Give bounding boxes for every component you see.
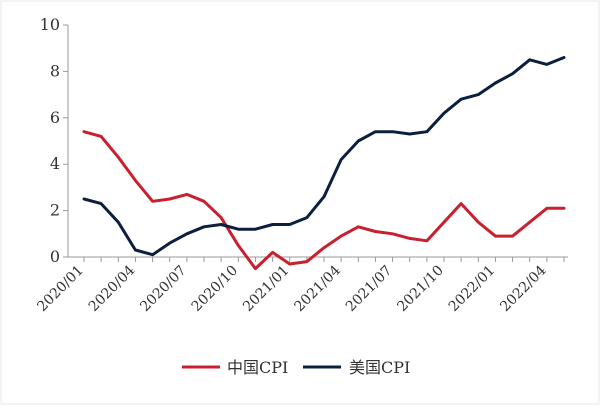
data-point-china-cpi	[374, 230, 377, 233]
data-point-us-cpi	[168, 241, 171, 245]
data-point-us-cpi	[134, 248, 137, 252]
data-point-us-cpi	[374, 130, 377, 133]
data-point-china-cpi	[459, 202, 463, 205]
data-point-us-cpi	[117, 221, 120, 224]
x-tick-label: 2021/10	[394, 263, 446, 315]
data-point-china-cpi	[202, 200, 206, 203]
data-point-china-cpi	[134, 179, 137, 182]
data-point-china-cpi	[117, 156, 120, 159]
x-tick-label: 2022/04	[497, 262, 550, 315]
data-point-china-cpi	[408, 237, 411, 240]
data-point-us-cpi	[322, 195, 326, 198]
data-point-china-cpi	[425, 239, 429, 242]
data-point-china-cpi	[339, 234, 343, 238]
legend-label-china-cpi: 中国CPI	[227, 358, 288, 377]
data-point-us-cpi	[305, 216, 309, 219]
data-point-us-cpi	[511, 72, 514, 75]
data-point-us-cpi	[202, 225, 206, 229]
data-point-us-cpi	[477, 93, 480, 96]
data-point-us-cpi	[357, 139, 360, 143]
data-point-china-cpi	[545, 207, 549, 210]
y-tick-label: 0	[50, 247, 60, 266]
data-point-china-cpi	[322, 246, 326, 249]
data-point-china-cpi	[357, 225, 360, 229]
data-point-china-cpi	[82, 130, 86, 133]
data-point-us-cpi	[408, 132, 411, 136]
data-point-us-cpi	[339, 158, 343, 161]
data-point-china-cpi	[528, 221, 531, 224]
data-point-us-cpi	[82, 197, 86, 201]
x-tick-label: 2020/04	[86, 262, 139, 315]
legend-label-us-cpi: 美国CPI	[349, 358, 410, 377]
data-point-china-cpi	[391, 232, 394, 235]
series-line-us-cpi	[82, 56, 566, 257]
data-point-china-cpi	[168, 197, 171, 201]
data-point-us-cpi	[494, 81, 497, 85]
data-point-china-cpi	[494, 234, 497, 238]
x-tick-label: 2021/01	[240, 263, 292, 315]
x-tick-label: 2021/04	[292, 262, 345, 315]
data-point-china-cpi	[511, 234, 514, 238]
data-point-us-cpi	[425, 130, 429, 133]
data-point-us-cpi	[562, 56, 566, 59]
data-point-us-cpi	[528, 58, 531, 61]
data-point-china-cpi	[237, 244, 240, 247]
data-point-china-cpi	[271, 251, 274, 254]
y-tick-label: 4	[50, 154, 60, 173]
data-point-china-cpi	[99, 135, 103, 138]
data-point-us-cpi	[545, 63, 549, 66]
series-layer	[82, 56, 566, 271]
x-axis-ticks: 2020/012020/042020/072020/102021/012021/…	[34, 257, 565, 315]
data-point-us-cpi	[271, 223, 274, 226]
data-point-us-cpi	[288, 223, 291, 226]
data-point-china-cpi	[305, 260, 309, 263]
x-tick-label: 2020/01	[34, 263, 86, 315]
data-point-us-cpi	[391, 130, 394, 133]
x-tick-label: 2021/07	[343, 263, 395, 315]
y-tick-label: 8	[50, 61, 60, 80]
y-tick-label: 6	[50, 108, 60, 127]
y-tick-label: 2	[50, 201, 60, 220]
data-point-us-cpi	[185, 232, 189, 235]
data-point-us-cpi	[99, 202, 103, 205]
data-point-us-cpi	[151, 253, 154, 256]
data-point-china-cpi	[254, 267, 257, 270]
chart-legend: 中国CPI 美国CPI	[182, 358, 410, 377]
data-point-china-cpi	[562, 207, 566, 210]
data-point-china-cpi	[151, 200, 154, 203]
y-axis-ticks: 0 2 4 6 8 10	[40, 15, 68, 266]
data-point-china-cpi	[477, 221, 480, 224]
data-point-china-cpi	[288, 262, 291, 266]
x-tick-label: 2022/01	[446, 263, 498, 315]
data-point-us-cpi	[442, 111, 446, 115]
x-tick-label: 2020/10	[189, 263, 241, 315]
data-point-china-cpi	[442, 221, 446, 224]
x-tick-label: 2020/07	[137, 263, 189, 315]
data-point-china-cpi	[219, 216, 223, 219]
data-point-us-cpi	[237, 227, 240, 231]
data-point-us-cpi	[459, 98, 463, 101]
data-point-china-cpi	[185, 193, 189, 196]
data-point-us-cpi	[254, 227, 257, 231]
y-tick-label: 10	[40, 15, 60, 34]
data-point-us-cpi	[219, 223, 223, 226]
